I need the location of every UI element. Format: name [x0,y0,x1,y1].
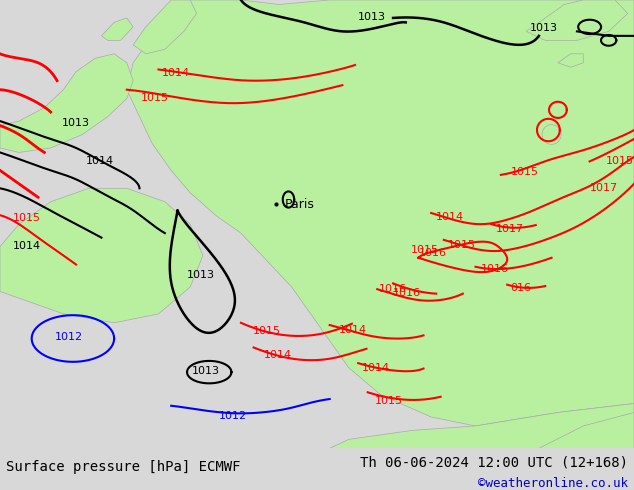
Text: Surface pressure [hPa] ECMWF: Surface pressure [hPa] ECMWF [6,460,241,474]
Text: 1015: 1015 [252,326,280,336]
Polygon shape [558,54,583,67]
Polygon shape [127,0,634,426]
Text: 1015: 1015 [141,93,169,103]
Text: Th 06-06-2024 12:00 UTC (12+168): Th 06-06-2024 12:00 UTC (12+168) [359,456,628,470]
Text: 1017: 1017 [496,224,524,234]
Text: 1014: 1014 [361,363,389,373]
Text: 1015: 1015 [375,396,403,406]
Polygon shape [101,18,133,40]
Text: 1012: 1012 [55,332,82,342]
Text: 1014: 1014 [86,156,113,166]
Text: 016: 016 [510,283,531,293]
Text: 1014: 1014 [162,68,190,78]
Polygon shape [539,413,634,448]
Polygon shape [0,188,203,323]
Text: 1017: 1017 [590,183,618,193]
Text: 1013: 1013 [358,12,386,22]
Polygon shape [133,0,197,54]
Text: Paris: Paris [285,197,314,211]
Text: 1014: 1014 [436,212,464,221]
Text: 1015: 1015 [448,241,476,250]
Text: 1015: 1015 [411,245,439,255]
Text: 1014: 1014 [339,325,366,335]
Text: 1015: 1015 [13,213,41,222]
Text: 1013: 1013 [62,119,90,128]
Text: 1012: 1012 [219,411,247,421]
Text: 1013: 1013 [191,367,219,376]
Text: 1015: 1015 [605,156,633,166]
Text: 1013: 1013 [529,24,557,33]
Text: 1016: 1016 [418,248,446,258]
Polygon shape [330,404,634,448]
Text: 1015: 1015 [510,167,538,177]
Polygon shape [0,54,133,152]
Text: 1016: 1016 [393,288,421,298]
Text: 1014: 1014 [13,241,41,251]
Text: 1013: 1013 [187,270,215,280]
Text: ©weatheronline.co.uk: ©weatheronline.co.uk [477,477,628,490]
Polygon shape [526,0,628,40]
Text: 1014: 1014 [264,350,292,360]
Polygon shape [542,124,561,145]
Text: 1016: 1016 [379,284,407,294]
Text: 1016: 1016 [481,264,508,274]
